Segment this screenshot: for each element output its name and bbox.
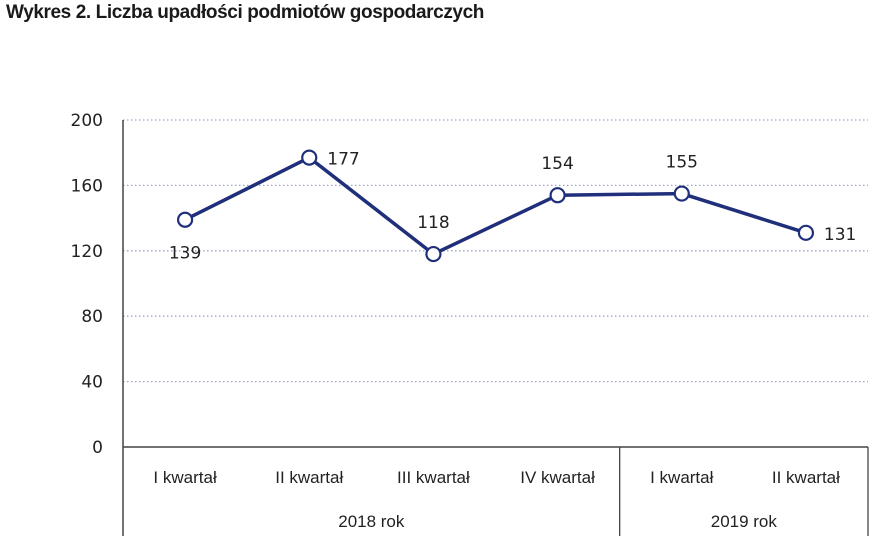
- data-point: [301, 149, 318, 166]
- chart-title: Wykres 2. Liczba upadłości podmiotów gos…: [6, 2, 484, 23]
- x-tick-label: II kwartał: [275, 468, 343, 487]
- x-tick-label: I kwartał: [650, 468, 714, 487]
- group-label: 2018 rok: [338, 512, 405, 531]
- y-tick-label: 40: [81, 373, 103, 393]
- data-point: [797, 224, 815, 241]
- group-label: 2019 rok: [711, 512, 778, 531]
- data-label: 154: [541, 154, 573, 174]
- data-point: [673, 185, 690, 202]
- x-tick-label: I kwartał: [153, 468, 217, 487]
- data-label: 155: [666, 153, 698, 173]
- x-tick-label: III kwartał: [397, 468, 470, 487]
- data-label: 118: [417, 213, 449, 233]
- x-tick-label: II kwartał: [772, 468, 840, 487]
- data-point: [176, 211, 194, 228]
- y-tick-label: 160: [71, 176, 103, 196]
- y-tick-label: 80: [81, 307, 103, 327]
- x-tick-label: IV kwartał: [520, 468, 595, 487]
- y-tick-label: 120: [71, 242, 103, 262]
- data-point: [549, 187, 566, 204]
- y-tick-label: 0: [92, 438, 103, 458]
- data-label: 131: [824, 225, 856, 245]
- y-tick-label: 200: [71, 111, 103, 131]
- data-label: 177: [327, 150, 359, 170]
- data-point: [425, 245, 442, 263]
- series-line: [184, 155, 807, 256]
- data-label: 139: [169, 244, 201, 264]
